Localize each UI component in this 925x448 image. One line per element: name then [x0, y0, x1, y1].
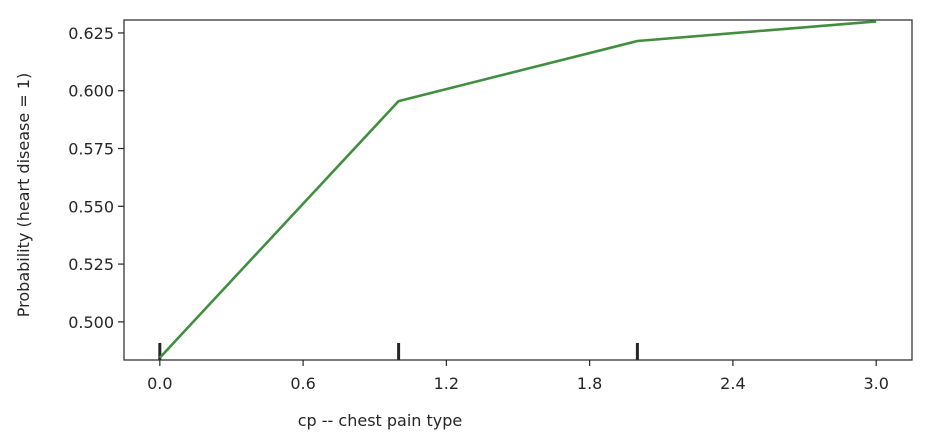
y-tick-label: 0.500 — [68, 313, 114, 332]
y-tick-label: 0.625 — [68, 24, 114, 43]
y-axis-label: Probability (heart disease = 1) — [14, 73, 33, 317]
y-tick-label: 0.550 — [68, 197, 114, 216]
y-tick-label: 0.600 — [68, 82, 114, 101]
y-tick-label: 0.525 — [68, 255, 114, 274]
y-tick-label: 0.575 — [68, 140, 114, 159]
x-tick-label: 1.2 — [434, 374, 459, 393]
x-tick-label: 0.6 — [290, 374, 315, 393]
x-tick-label: 0.0 — [147, 374, 172, 393]
plot-area — [123, 19, 913, 361]
x-tick-label: 1.8 — [577, 374, 602, 393]
x-tick-label: 2.4 — [720, 374, 745, 393]
x-tick-label: 3.0 — [863, 374, 888, 393]
x-axis: 0.0 0.6 1.2 1.8 2.4 3.0 — [147, 360, 889, 393]
series-lines — [158, 20, 877, 359]
series-line — [158, 20, 877, 359]
y-axis: 0.500 0.525 0.550 0.575 0.600 0.625 — [68, 24, 124, 332]
x-axis-label: cp -- chest pain type — [298, 411, 463, 430]
